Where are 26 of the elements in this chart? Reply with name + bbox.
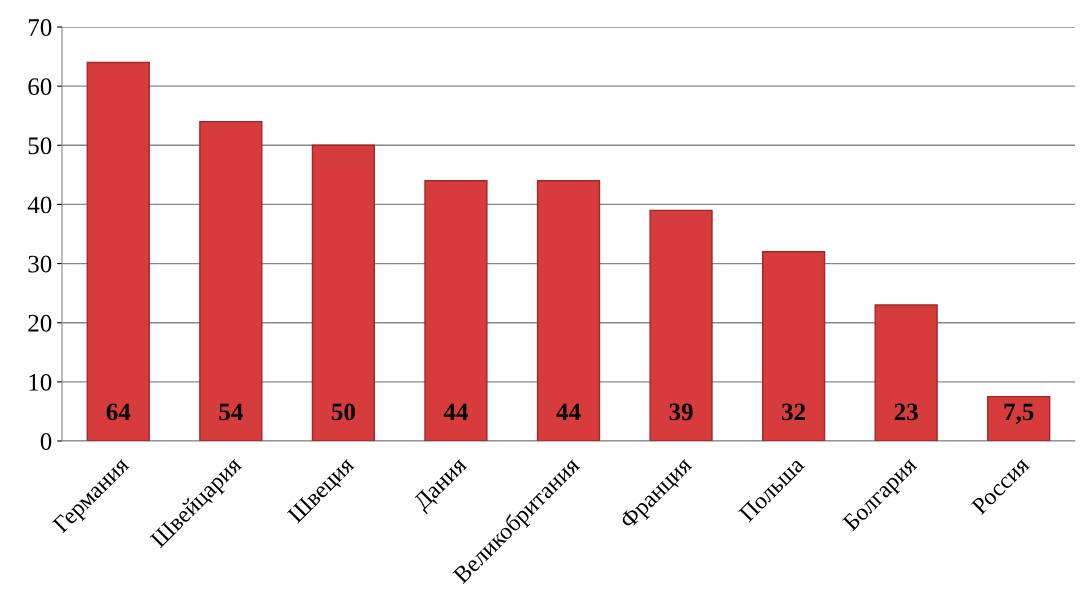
bar: [424, 180, 488, 441]
bar: [199, 120, 263, 441]
bar: [86, 61, 150, 441]
bar: [987, 395, 1051, 441]
data-label: 54: [219, 403, 243, 421]
y-tick-label: 60: [28, 78, 52, 96]
data-label: 44: [556, 403, 581, 421]
data-label: 7,5: [1004, 403, 1034, 424]
data-label: 64: [106, 403, 131, 421]
y-tick-label: 20: [28, 314, 52, 332]
y-tick-label: 50: [28, 137, 52, 155]
bar: [874, 304, 938, 441]
data-label: 44: [443, 403, 468, 421]
data-label: 32: [782, 403, 806, 421]
data-label: 39: [669, 403, 693, 421]
bar: [761, 251, 826, 441]
bar: [536, 180, 601, 441]
bar: [311, 144, 376, 441]
y-tick-label: 10: [29, 373, 52, 391]
y-tick-label: 30: [28, 255, 52, 273]
y-tick-label: 40: [27, 196, 52, 214]
data-label: 23: [894, 403, 918, 421]
y-tick-label: 0: [40, 433, 52, 450]
bar: [649, 209, 713, 441]
y-tick-label: 70: [28, 19, 52, 36]
data-label: 50: [331, 403, 355, 421]
